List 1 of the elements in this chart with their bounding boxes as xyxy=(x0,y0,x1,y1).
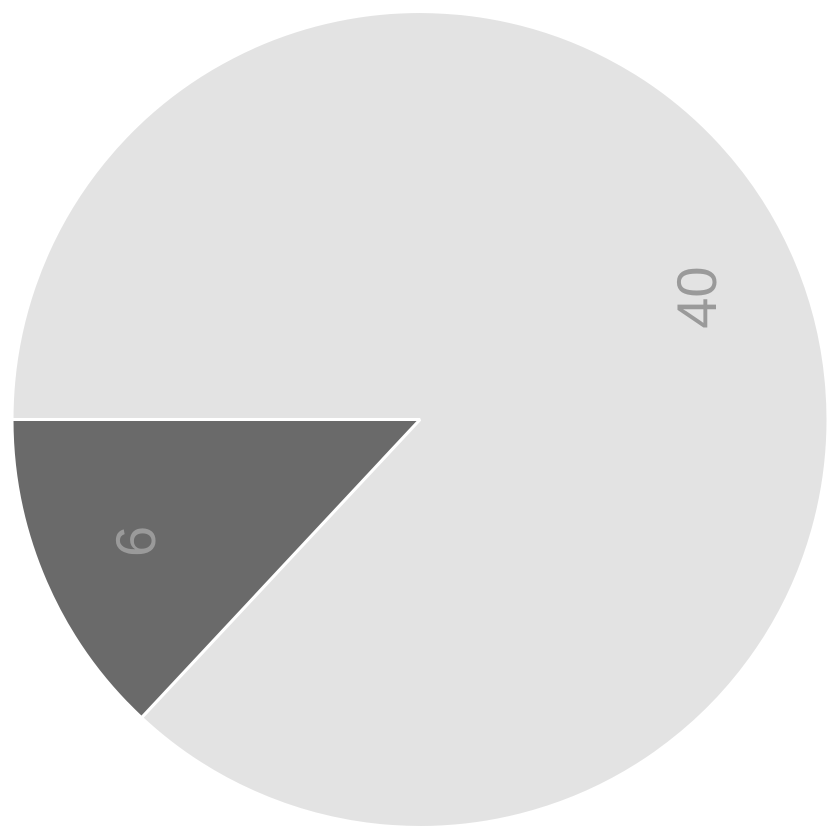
data-label: 40 xyxy=(665,266,728,329)
